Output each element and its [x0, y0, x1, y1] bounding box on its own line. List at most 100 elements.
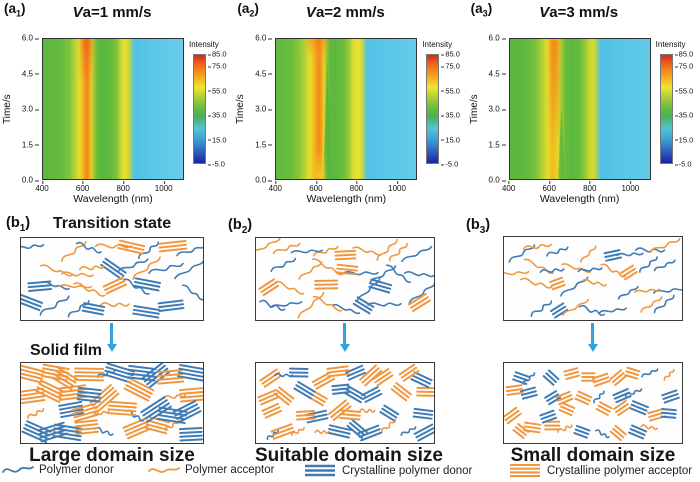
- y-axis-ticks: 6.0 4.5 3.0 1.5 0.0: [0, 34, 40, 185]
- down-arrow-icon: [343, 323, 346, 344]
- legend-label: Polymer donor: [39, 464, 114, 476]
- x-axis-ticks: 400 600 800 1000: [35, 181, 184, 193]
- colorbar-gradient: [193, 54, 206, 164]
- heatmap-a2-green-notch: [323, 59, 332, 179]
- colorbar-tick: 35.0: [674, 110, 694, 120]
- panel-b2-tag: (b2): [228, 217, 253, 236]
- crystalline-polymer-acceptor-icon: [510, 463, 540, 478]
- y-tick: 0.0: [21, 175, 40, 185]
- colorbar-a2: Intensity 85.0 75.0 55.0 35.0 15.0 -5.0: [421, 40, 465, 170]
- legend-label: Crystalline polymer acceptor: [547, 464, 693, 477]
- x-axis-label: Wavelength (nm): [539, 193, 620, 205]
- y-tick: 4.5: [488, 69, 506, 78]
- colorbar-ticks: 85.0 75.0 55.0 35.0 15.0 -5.0: [441, 50, 464, 169]
- panel-b1-tag: (b1): [6, 215, 31, 234]
- colorbar-ticks: 85.0 75.0 55.0 35.0 15.0 -5.0: [208, 50, 231, 169]
- panel-a3-tag: (a3): [470, 1, 493, 19]
- legend-item-polymer-donor: Polymer donor: [2, 463, 114, 477]
- crystalline-polymer-donor-icon: [305, 464, 335, 477]
- colorbar-tick: -5.0: [208, 159, 225, 169]
- x-axis-label: Wavelength (nm): [73, 193, 153, 205]
- y-tick: 0.0: [255, 175, 273, 185]
- colorbar-gradient: [426, 54, 440, 164]
- x-tick: 1000: [154, 181, 173, 193]
- colorbar-gradient: [659, 54, 673, 164]
- colorbar-tick: -5.0: [674, 159, 692, 169]
- schematic-row: (b1) Transition state Solid film Large d…: [0, 207, 700, 482]
- y-tick: 6.0: [488, 33, 506, 43]
- colorbar-tick: 15.0: [674, 135, 694, 145]
- y-tick: 3.0: [21, 104, 40, 114]
- caption-b3: Small domain size: [510, 445, 676, 466]
- heatmap-a1: [42, 38, 184, 180]
- panel-a1-title: Va=1 mm/s: [72, 4, 152, 21]
- colorbar-tick: 55.0: [674, 86, 694, 96]
- polymer-acceptor-icon: [148, 467, 180, 473]
- colorbar-tick: 75.0: [674, 61, 694, 71]
- colorbar-a3: Intensity 85.0 75.0 55.0 35.0 15.0 -5.0: [655, 40, 699, 170]
- transition-state-box-b1: [20, 237, 204, 321]
- colorbar-tick: 55.0: [441, 86, 460, 96]
- colorbar-title: Intensity: [189, 40, 219, 49]
- heatmap-a2-bottom-fade: [314, 148, 326, 179]
- heatmap-a2-hot-band: [307, 39, 327, 57]
- x-tick: 600: [75, 181, 90, 193]
- heatmap-a2: [275, 38, 418, 180]
- legend-item-crystalline-acceptor: Crystalline polymer acceptor: [508, 463, 692, 478]
- heatmap-a3-green-notch: [557, 107, 565, 179]
- x-tick: 1000: [621, 181, 640, 193]
- panel-a2-tag: (a2): [237, 1, 259, 19]
- panel-a2-title: Va=2 mm/s: [305, 4, 385, 21]
- x-tick: 600: [309, 181, 323, 193]
- x-tick: 400: [501, 181, 516, 193]
- colorbar-tick: 55.0: [208, 86, 227, 96]
- colorbar-title: Intensity: [422, 40, 453, 49]
- caption-b2: Suitable domain size: [255, 445, 443, 466]
- x-axis-ticks: 400 600 800 1000: [502, 181, 651, 193]
- y-tick: 3.0: [255, 104, 273, 114]
- legend-item-crystalline-donor: Crystalline polymer donor: [303, 463, 472, 478]
- polymer-donor-icon: [2, 466, 34, 473]
- legend-item-polymer-acceptor: Polymer acceptor: [148, 463, 274, 477]
- heatmap-a1-hot-band: [80, 39, 92, 85]
- colorbar-title: Intensity: [655, 40, 686, 49]
- caption-b1: Large domain size: [29, 445, 195, 466]
- heatmap-a3-hot-band: [549, 39, 559, 179]
- x-tick: 800: [349, 181, 364, 193]
- legend: Polymer donor Polymer acceptor Crystalli…: [0, 463, 700, 482]
- y-tick: 6.0: [255, 33, 273, 43]
- y-tick: 3.0: [488, 104, 506, 114]
- transition-state-box-b2: [255, 237, 435, 321]
- transition-state-box-b3: [503, 236, 683, 321]
- legend-label: Polymer acceptor: [185, 464, 275, 476]
- legend-label: Crystalline polymer donor: [342, 464, 473, 477]
- heatmap-row: (a1) Va=1 mm/s Time/s 6.0 4.5 3.0 1.5 0.…: [0, 0, 700, 207]
- x-axis-ticks: 400 600 800 1000: [269, 181, 417, 193]
- y-tick: 0.0: [488, 175, 506, 185]
- y-tick: 6.0: [21, 33, 40, 43]
- colorbar-tick: 35.0: [441, 110, 460, 120]
- colorbar-ticks: 85.0 75.0 55.0 35.0 15.0 -5.0: [674, 50, 698, 169]
- x-axis-label: Wavelength (nm): [306, 193, 387, 205]
- panel-a1-tag: (a1): [4, 1, 26, 19]
- colorbar-tick: 15.0: [208, 135, 227, 145]
- transition-state-heading: Transition state: [52, 215, 172, 232]
- x-tick: 800: [583, 181, 597, 193]
- solid-film-box-b2: [255, 362, 435, 444]
- colorbar-tick: 15.0: [441, 135, 460, 145]
- down-arrow-icon: [591, 323, 594, 344]
- down-arrow-icon: [110, 323, 113, 344]
- colorbar-tick: 75.0: [441, 61, 460, 71]
- colorbar-tick: -5.0: [441, 159, 459, 169]
- y-axis-ticks: 6.0 4.5 3.0 1.5 0.0: [233, 34, 273, 185]
- y-tick: 4.5: [255, 69, 273, 78]
- colorbar-tick: 75.0: [208, 61, 227, 71]
- colorbar-tick: 85.0: [441, 49, 460, 59]
- panel-a2: (a2) Va=2 mm/s Time/s 6.0 4.5 3.0 1.5 0.…: [233, 0, 466, 207]
- panel-a1: (a1) Va=1 mm/s Time/s 6.0 4.5 3.0 1.5 0.…: [0, 0, 233, 207]
- y-tick: 1.5: [488, 140, 506, 149]
- solid-film-box-b1: [20, 362, 204, 444]
- x-tick: 400: [35, 181, 49, 193]
- solid-film-heading: Solid film: [30, 342, 102, 359]
